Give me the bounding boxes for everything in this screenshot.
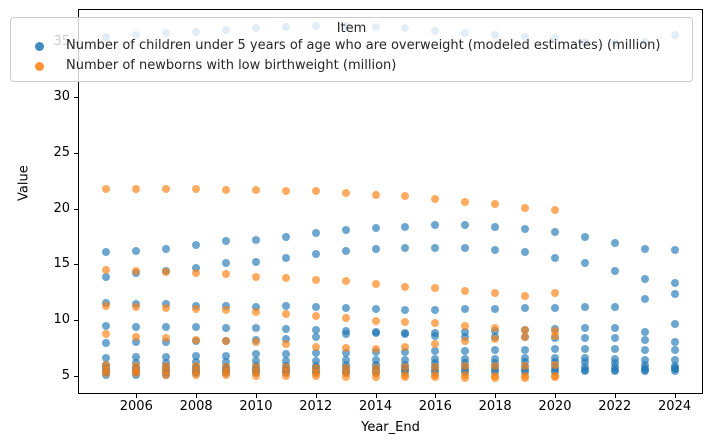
legend-label-children-overweight: Number of children under 5 years of age …: [66, 38, 661, 53]
y-tick-mark: [74, 320, 78, 321]
legend-marker-orange-icon: [35, 62, 44, 71]
y-tick-label: 10: [53, 312, 70, 327]
y-tick-mark: [74, 375, 78, 377]
x-tick-mark: [674, 394, 676, 398]
legend-row-newborns-low-birthweight: Number of newborns with low birthweight …: [11, 56, 692, 76]
x-tick-label: 2016: [418, 399, 452, 414]
legend-marker-blue-icon: [35, 42, 44, 51]
x-tick-label: 2008: [179, 399, 213, 414]
y-tick-label: 30: [53, 89, 70, 105]
x-tick-mark: [255, 394, 257, 398]
x-tick-mark: [435, 394, 437, 398]
legend: Item Number of children under 5 years of…: [10, 17, 693, 82]
y-tick-label: 25: [53, 145, 70, 161]
x-axis-label: Year_End: [361, 420, 420, 435]
x-tick-mark: [375, 394, 377, 398]
legend-row-children-overweight: Number of children under 5 years of age …: [11, 36, 692, 56]
x-tick-mark: [136, 394, 138, 398]
x-tick-label: 2020: [538, 399, 572, 414]
y-tick-mark: [74, 264, 78, 266]
y-tick-label: 15: [53, 256, 70, 272]
y-tick-mark: [74, 97, 78, 99]
legend-title: Item: [336, 21, 367, 36]
x-tick-mark: [315, 394, 317, 398]
x-tick-label: 2018: [478, 399, 512, 414]
x-tick-mark: [196, 394, 198, 398]
x-tick-label: 2012: [299, 399, 333, 414]
y-axis-label: Value: [16, 165, 32, 201]
x-tick-label: 2014: [359, 399, 393, 414]
legend-label-newborns-low-birthweight: Number of newborns with low birthweight …: [66, 58, 397, 73]
x-tick-label: 2010: [239, 399, 273, 414]
y-tick-mark: [74, 153, 78, 155]
x-tick-label: 2024: [658, 399, 692, 414]
y-tick-label: 20: [53, 200, 70, 216]
x-tick-mark: [554, 394, 556, 398]
x-tick-mark: [614, 394, 616, 398]
x-tick-label: 2006: [119, 399, 153, 414]
y-tick-mark: [74, 208, 78, 210]
y-tick-label: 5: [61, 367, 70, 383]
x-tick-mark: [495, 394, 497, 398]
x-tick-label: 2022: [598, 399, 632, 414]
